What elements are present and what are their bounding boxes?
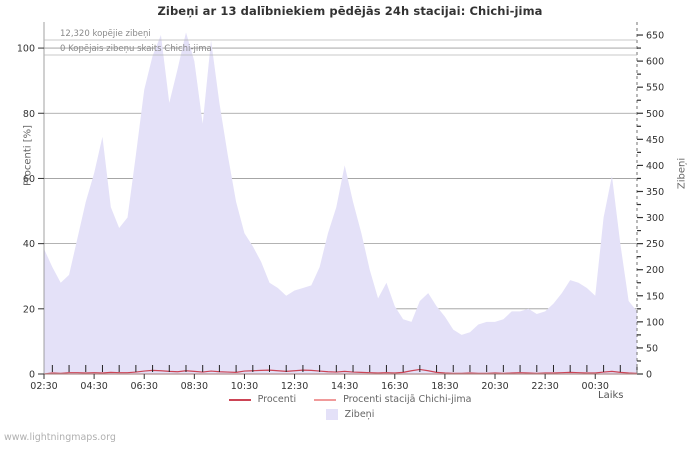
svg-text:04:30: 04:30 bbox=[80, 381, 107, 392]
annotation-total-strokes: 12,320 kopējie zibeņi bbox=[60, 29, 151, 39]
svg-text:06:30: 06:30 bbox=[131, 381, 158, 392]
svg-text:18:30: 18:30 bbox=[431, 381, 458, 392]
svg-text:80: 80 bbox=[23, 109, 35, 120]
svg-text:22:30: 22:30 bbox=[531, 381, 558, 392]
svg-text:20: 20 bbox=[23, 304, 35, 315]
svg-text:650: 650 bbox=[646, 31, 664, 42]
svg-text:00:30: 00:30 bbox=[582, 381, 609, 392]
svg-text:500: 500 bbox=[646, 109, 664, 120]
legend-line-swatch-procenti bbox=[228, 398, 251, 401]
svg-text:14:30: 14:30 bbox=[331, 381, 358, 392]
line-series-0 bbox=[43, 368, 638, 375]
legend-item-zibeni[interactable]: Zibeņi bbox=[325, 409, 375, 420]
svg-text:10:30: 10:30 bbox=[231, 381, 258, 392]
y-axis-label-left: Procenti [%] bbox=[22, 124, 34, 187]
svg-text:08:30: 08:30 bbox=[181, 381, 208, 392]
legend-row-secondary: Zibeņi bbox=[0, 407, 700, 422]
legend-label-procenti: Procenti bbox=[257, 394, 297, 405]
svg-text:50: 50 bbox=[646, 343, 658, 354]
legend-area-swatch-zibeni bbox=[325, 409, 338, 420]
x-axis-label: Laiks bbox=[598, 390, 624, 401]
svg-text:600: 600 bbox=[646, 57, 664, 68]
svg-text:40: 40 bbox=[23, 239, 35, 250]
svg-text:350: 350 bbox=[646, 187, 664, 198]
svg-text:20:30: 20:30 bbox=[481, 381, 508, 392]
legend-label-zibeni: Zibeņi bbox=[344, 409, 375, 420]
svg-text:200: 200 bbox=[646, 265, 664, 276]
legend-line-swatch-procenti-stacija bbox=[314, 398, 337, 401]
svg-text:150: 150 bbox=[646, 291, 664, 302]
y-axis-label-right: Zibeņi bbox=[676, 157, 688, 190]
legend-label-procenti-stacija: Procenti stacijā Chichi-jima bbox=[343, 394, 472, 405]
svg-text:250: 250 bbox=[646, 239, 664, 250]
legend-row-primary: Procenti Procenti stacijā Chichi-jima bbox=[0, 392, 700, 407]
svg-text:02:30: 02:30 bbox=[30, 381, 57, 392]
svg-text:12:30: 12:30 bbox=[281, 381, 308, 392]
svg-text:550: 550 bbox=[646, 83, 664, 94]
svg-text:400: 400 bbox=[646, 161, 664, 172]
chart-title: Zibeņi ar 13 dalībniekiem pēdējās 24h st… bbox=[157, 4, 543, 18]
svg-text:450: 450 bbox=[646, 135, 664, 146]
annotation-station-strokes: 0 Kopējais zibeņu skaits Chichi-jima bbox=[60, 44, 212, 54]
svg-text:16:30: 16:30 bbox=[381, 381, 408, 392]
legend-item-procenti-stacija[interactable]: Procenti stacijā Chichi-jima bbox=[314, 394, 471, 405]
svg-text:100: 100 bbox=[646, 317, 664, 328]
svg-text:100: 100 bbox=[17, 44, 35, 55]
area-series-zibeni bbox=[44, 32, 637, 375]
svg-text:0: 0 bbox=[29, 370, 35, 381]
svg-text:0: 0 bbox=[646, 370, 652, 381]
legend-item-procenti[interactable]: Procenti bbox=[228, 394, 297, 405]
svg-text:300: 300 bbox=[646, 213, 664, 224]
chart-legend: Procenti Procenti stacijā Chichi-jima Zi… bbox=[0, 392, 700, 422]
site-watermark: www.lightningmaps.org bbox=[4, 432, 116, 443]
svg-text:60: 60 bbox=[23, 174, 35, 185]
